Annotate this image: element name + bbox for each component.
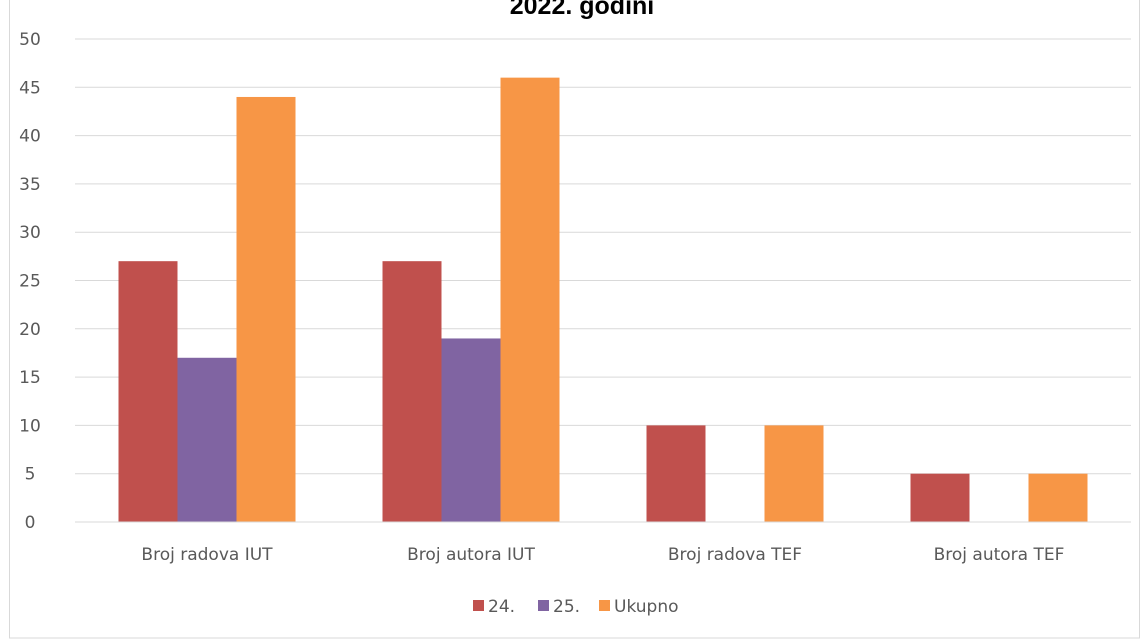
y-tick-label: 15 bbox=[19, 368, 41, 388]
y-tick-label: 45 bbox=[19, 78, 41, 98]
y-tick-label: 35 bbox=[19, 175, 41, 195]
x-category-label: Broj radova TEF bbox=[668, 545, 802, 565]
chart-title: 2022. godini bbox=[510, 0, 654, 20]
y-tick-label: 0 bbox=[25, 513, 36, 533]
bar-1-2 bbox=[382, 261, 442, 522]
legend-swatch bbox=[473, 600, 484, 611]
y-tick-label: 40 bbox=[19, 127, 41, 147]
legend-swatch bbox=[538, 600, 549, 611]
legend-label: Ukupno bbox=[614, 597, 679, 617]
bar-3-2 bbox=[500, 77, 560, 522]
legend-label: 24. bbox=[488, 597, 515, 617]
x-category-label: Broj autora IUT bbox=[407, 545, 535, 565]
bar-1-3 bbox=[646, 425, 706, 522]
y-tick-label: 25 bbox=[19, 272, 41, 292]
bar-1-4 bbox=[910, 473, 970, 522]
bar-3-4 bbox=[1028, 473, 1088, 522]
bar-1-1 bbox=[118, 261, 178, 522]
y-tick-label: 30 bbox=[19, 223, 41, 243]
legend-swatch bbox=[599, 600, 610, 611]
x-category-label: Broj radova IUT bbox=[141, 545, 273, 565]
bar-3-3 bbox=[764, 425, 824, 522]
legend-label: 25. bbox=[553, 597, 580, 617]
chart-border bbox=[9, 0, 1140, 639]
bar-2-2 bbox=[441, 338, 501, 522]
bar-2-1 bbox=[177, 357, 237, 522]
bars bbox=[118, 77, 1088, 523]
y-tick-label: 5 bbox=[25, 465, 36, 485]
y-tick-label: 50 bbox=[19, 30, 41, 50]
y-tick-label: 20 bbox=[19, 320, 41, 340]
x-category-label: Broj autora TEF bbox=[934, 545, 1065, 565]
legend: 24. 25. Ukupno bbox=[473, 597, 679, 617]
y-tick-label: 10 bbox=[19, 416, 41, 436]
bar-3-1 bbox=[236, 96, 296, 523]
x-axis-categories: Broj radova IUT Broj autora IUT Broj radov… bbox=[141, 545, 1064, 565]
y-axis-ticks: 0 5 10 15 20 25 30 35 40 45 50 bbox=[19, 30, 41, 533]
